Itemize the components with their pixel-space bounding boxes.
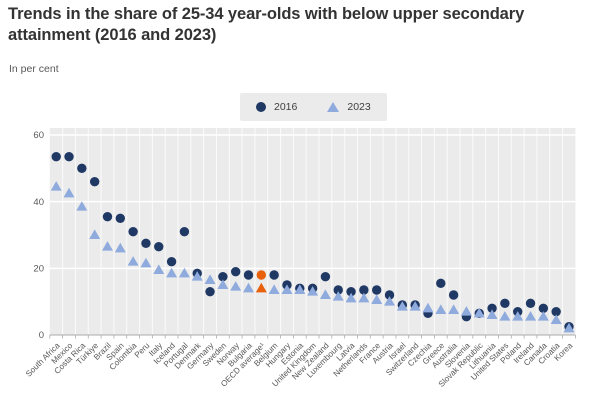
marker-2023-new-zealand	[319, 289, 331, 300]
marker-2016-norway	[230, 266, 241, 277]
marker-2016-latvia	[346, 286, 356, 297]
marker-2016-canada	[538, 303, 549, 314]
legend-item-2016: 2016	[256, 101, 297, 113]
marker-2016-iceland	[166, 256, 177, 267]
marker-2023-t-rkiye	[89, 229, 101, 240]
chart-subtitle: In per cent	[9, 63, 59, 75]
marker-2023-austria	[384, 296, 396, 306]
marker-2016-south-africa	[51, 151, 61, 162]
marker-2016-australia	[448, 290, 459, 300]
marker-2023-lithuania	[486, 309, 498, 320]
marker-2023-croatia	[550, 314, 562, 325]
marker-2023-australia	[448, 304, 460, 315]
y-tick-label: 0	[39, 330, 44, 341]
marker-2016-sweden	[218, 271, 228, 282]
marker-2023-sweden	[217, 279, 229, 290]
marker-2023-greece	[435, 304, 447, 315]
marker-2023-slovenia	[460, 306, 472, 316]
marker-2023-latvia	[345, 292, 357, 303]
marker-2016-portugal	[179, 226, 190, 237]
marker-2023-united-states	[499, 311, 511, 321]
marker-2023-mexico	[63, 187, 75, 198]
marker-2023-south-africa	[50, 181, 62, 191]
marker-2016-belgium	[269, 270, 279, 280]
marker-2023-netherlands	[358, 292, 370, 303]
marker-2023-hungary	[281, 284, 293, 295]
marker-2016-netherlands	[359, 285, 369, 295]
marker-2016-costa-rica	[77, 163, 87, 174]
marker-2023-peru	[140, 257, 152, 268]
circle-marker-icon	[256, 102, 266, 112]
marker-2016-luxembourg	[333, 285, 343, 295]
marker-2016-new-zealand	[320, 271, 331, 282]
marker-2023-colombia	[127, 256, 139, 266]
marker-2016-oecd-average	[256, 270, 267, 280]
marker-2016-peru	[141, 238, 151, 249]
marker-2016-france	[371, 285, 382, 295]
marker-2023-poland	[512, 311, 524, 321]
legend-label-2016: 2016	[274, 101, 298, 113]
marker-2023-czechia	[422, 302, 434, 313]
marker-2016-ireland	[525, 298, 536, 309]
marker-2016-mexico	[64, 151, 74, 162]
legend-item-2023: 2023	[327, 101, 371, 113]
marker-2023-germany	[204, 274, 216, 285]
y-tick-label: 60	[33, 130, 44, 141]
marker-2016-croatia	[551, 306, 561, 317]
marker-2023-ireland	[525, 311, 537, 321]
marker-2023-france	[371, 294, 383, 305]
marker-2016-t-rkiye	[89, 176, 100, 187]
marker-2023-portugal	[178, 267, 190, 278]
marker-2023-spain	[114, 242, 126, 253]
marker-2016-germany	[205, 286, 215, 297]
marker-2016-austria	[384, 290, 395, 300]
triangle-marker-icon	[327, 102, 340, 112]
marker-2016-lithuania	[487, 303, 497, 314]
y-tick-label: 20	[33, 264, 44, 275]
y-tick-label: 40	[33, 197, 44, 208]
marker-2016-brazil	[102, 211, 113, 222]
marker-2023-denmark	[191, 271, 203, 281]
marker-2023-estonia	[294, 284, 306, 295]
marker-2023-bulgaria	[243, 282, 255, 293]
marker-2023-luxembourg	[332, 291, 344, 301]
marker-2023-israel	[396, 301, 408, 311]
marker-2023-switzerland	[409, 301, 421, 311]
legend: 2016 2023	[240, 93, 387, 121]
marker-2023-belgium	[268, 284, 280, 295]
marker-2023-brazil	[101, 241, 113, 251]
marker-2016-united-states	[500, 298, 510, 309]
marker-2023-oecd-average	[255, 282, 267, 293]
marker-2023-slovak-republic	[473, 307, 485, 318]
marker-2023-norway	[230, 281, 242, 291]
page-title: Trends in the share of 25-34 year-olds w…	[8, 5, 525, 45]
marker-2023-italy	[153, 264, 165, 275]
marker-2023-iceland	[166, 267, 178, 278]
marker-2016-greece	[436, 278, 446, 289]
marker-2016-italy	[154, 241, 164, 252]
marker-2023-canada	[537, 311, 549, 321]
marker-2023-united-kingdom	[307, 286, 319, 296]
marker-2023-korea	[563, 322, 575, 333]
marker-2023-costa-rica	[76, 201, 88, 211]
legend-label-2023: 2023	[347, 101, 371, 113]
marker-2016-bulgaria	[243, 270, 254, 280]
marker-2016-spain	[115, 213, 126, 224]
marker-2016-colombia	[128, 226, 138, 237]
